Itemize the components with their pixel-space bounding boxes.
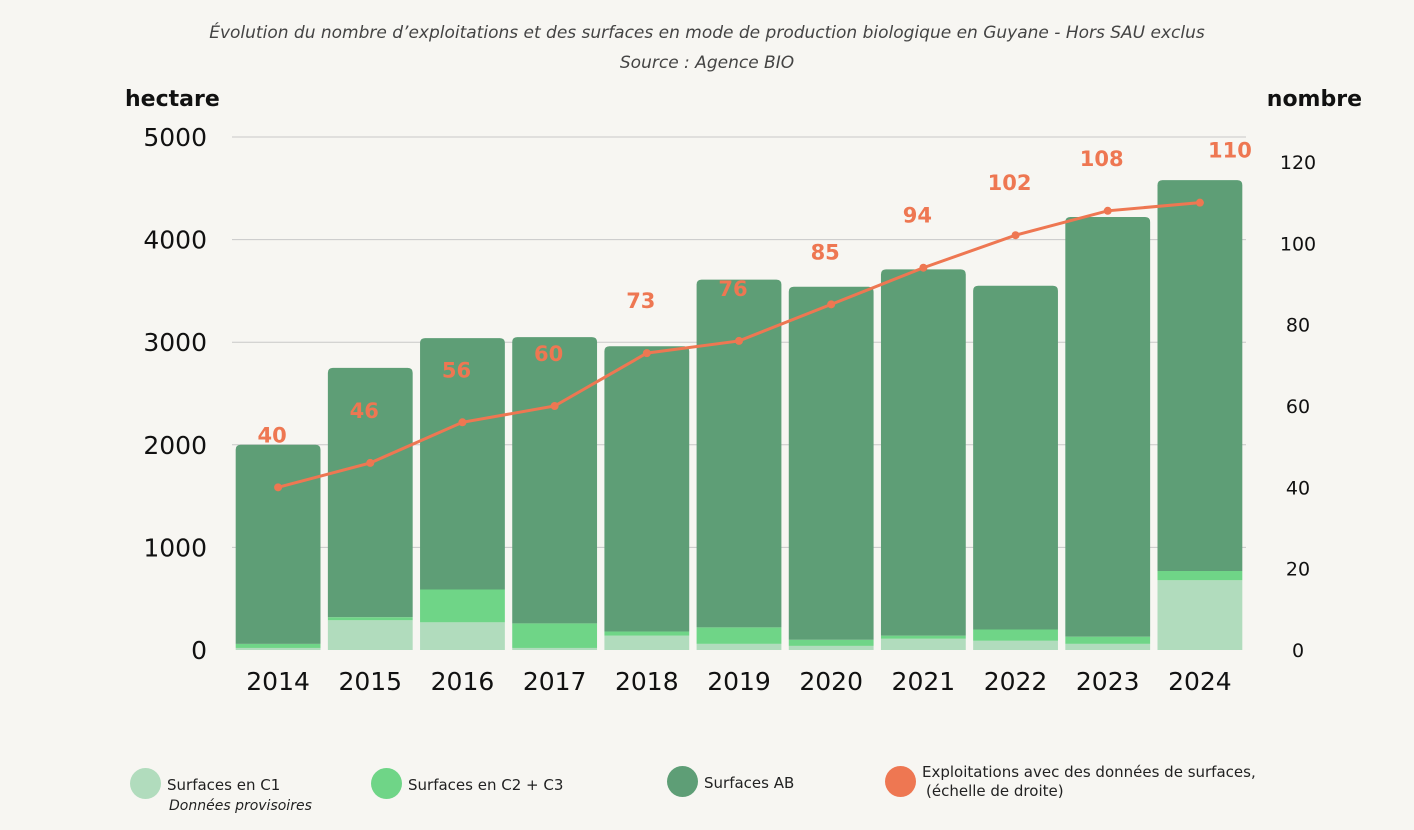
y-right-tick-120: 120 (1280, 152, 1316, 174)
exploitations-label-2018: 73 (626, 289, 655, 313)
y-right-tick-0: 0 (1292, 640, 1304, 662)
x-tick-2021: 2021 (892, 667, 956, 696)
y-left-tick-3000: 3000 (143, 328, 207, 357)
y-left-tick-1000: 1000 (143, 533, 207, 562)
bar-c2c3-2018 (604, 631, 690, 636)
bar-c2c3-2019 (696, 627, 782, 644)
bar-c2c3-2015 (327, 617, 413, 621)
bar-ab-2020 (788, 286, 874, 640)
bar-ab-2014 (235, 444, 321, 644)
bars-group (235, 180, 1243, 650)
x-tick-2019: 2019 (707, 667, 771, 696)
exploitations-label-2015: 46 (350, 399, 379, 423)
bar-c2c3-2014 (235, 643, 321, 648)
bar-ab-2021 (880, 269, 966, 636)
exploitations-label-2021: 94 (903, 204, 932, 228)
x-tick-2014: 2014 (246, 667, 310, 696)
y-right-tick-60: 60 (1286, 396, 1310, 418)
bar-c1-2020 (788, 645, 874, 650)
exploitations-point-2024 (1195, 198, 1204, 207)
exploitations-point-2018 (642, 349, 651, 358)
exploitations-label-2014: 40 (257, 423, 286, 447)
bar-ab-2023 (1065, 217, 1151, 637)
exploitations-point-2021 (919, 263, 928, 272)
y-right-tick-100: 100 (1280, 233, 1316, 255)
bar-ab-2017 (512, 337, 598, 624)
exploitations-point-2017 (550, 402, 559, 410)
bar-c1-2022 (973, 640, 1058, 650)
bar-c1-2019 (696, 643, 782, 650)
bar-c2c3-2016 (420, 589, 505, 623)
bar-c2c3-2024 (1157, 570, 1243, 581)
bar-c1-2015 (327, 620, 413, 650)
exploitations-label-2024: 110 (1208, 139, 1252, 163)
bar-c2c3-2023 (1065, 636, 1151, 644)
x-tick-2018: 2018 (615, 667, 679, 696)
x-tick-2023: 2023 (1076, 667, 1140, 696)
bar-c2c3-2020 (788, 639, 874, 646)
exploitations-point-2022 (1011, 231, 1020, 240)
y-axis-left-label: hectare (125, 87, 220, 112)
y-left-tick-5000: 5000 (143, 123, 207, 152)
bar-c1-2021 (880, 638, 966, 650)
exploitations-point-2015 (366, 458, 375, 467)
bar-ab-2022 (973, 285, 1058, 630)
chart-subtitle: Source : Agence BIO (620, 53, 794, 73)
chart-title: Évolution du nombre d’exploitations et d… (209, 21, 1205, 43)
bar-ab-2015 (327, 367, 413, 618)
bar-ab-2019 (696, 279, 782, 628)
bar-c2c3-2017 (512, 623, 598, 648)
exploitations-point-2019 (735, 336, 743, 345)
y-right-tick-20: 20 (1286, 559, 1310, 581)
y-left-tick-2000: 2000 (143, 431, 207, 460)
exploitations-label-2023: 108 (1080, 147, 1124, 171)
x-tick-2022: 2022 (984, 667, 1048, 696)
exploitations-label-2022: 102 (988, 171, 1032, 195)
bar-c1-2014 (235, 647, 321, 650)
bar-c2c3-2021 (880, 635, 966, 639)
bar-c1-2016 (420, 622, 505, 650)
y-axis-right-label: nombre (1267, 87, 1362, 112)
x-tick-2020: 2020 (799, 667, 863, 696)
ticks-group: 0 1000 2000 3000 4000 5000 0 20 40 60 80 100 120 2014… (143, 123, 1316, 696)
bar-c1-2023 (1065, 643, 1151, 650)
bar-ab-2024 (1157, 180, 1243, 571)
exploitations-point-2020 (827, 300, 836, 309)
exploitations-label-2019: 76 (718, 277, 747, 301)
y-left-tick-0: 0 (191, 636, 207, 665)
bar-ab-2016 (420, 338, 505, 590)
bar-c2c3-2022 (973, 629, 1058, 641)
exploitations-label-2016: 56 (442, 358, 471, 382)
line-group: 40 46 56 60 73 76 85 94 102 108 110 (257, 139, 1252, 492)
exploitations-point-2014 (274, 483, 283, 492)
exploitations-label-2017: 60 (534, 342, 563, 366)
exploitations-label-2020: 85 (811, 240, 840, 264)
bar-c1-2018 (604, 635, 690, 650)
y-right-tick-80: 80 (1286, 315, 1310, 337)
exploitations-point-2016 (458, 418, 467, 427)
x-tick-2024: 2024 (1168, 667, 1232, 696)
exploitations-point-2023 (1103, 206, 1112, 215)
x-tick-2017: 2017 (523, 667, 587, 696)
y-left-tick-4000: 4000 (143, 226, 207, 255)
y-right-tick-40: 40 (1286, 477, 1310, 499)
bar-ab-2018 (604, 346, 690, 632)
bar-c1-2024 (1157, 580, 1243, 650)
x-tick-2015: 2015 (338, 667, 402, 696)
bar-c1-2017 (512, 647, 598, 650)
x-tick-2016: 2016 (431, 667, 495, 696)
